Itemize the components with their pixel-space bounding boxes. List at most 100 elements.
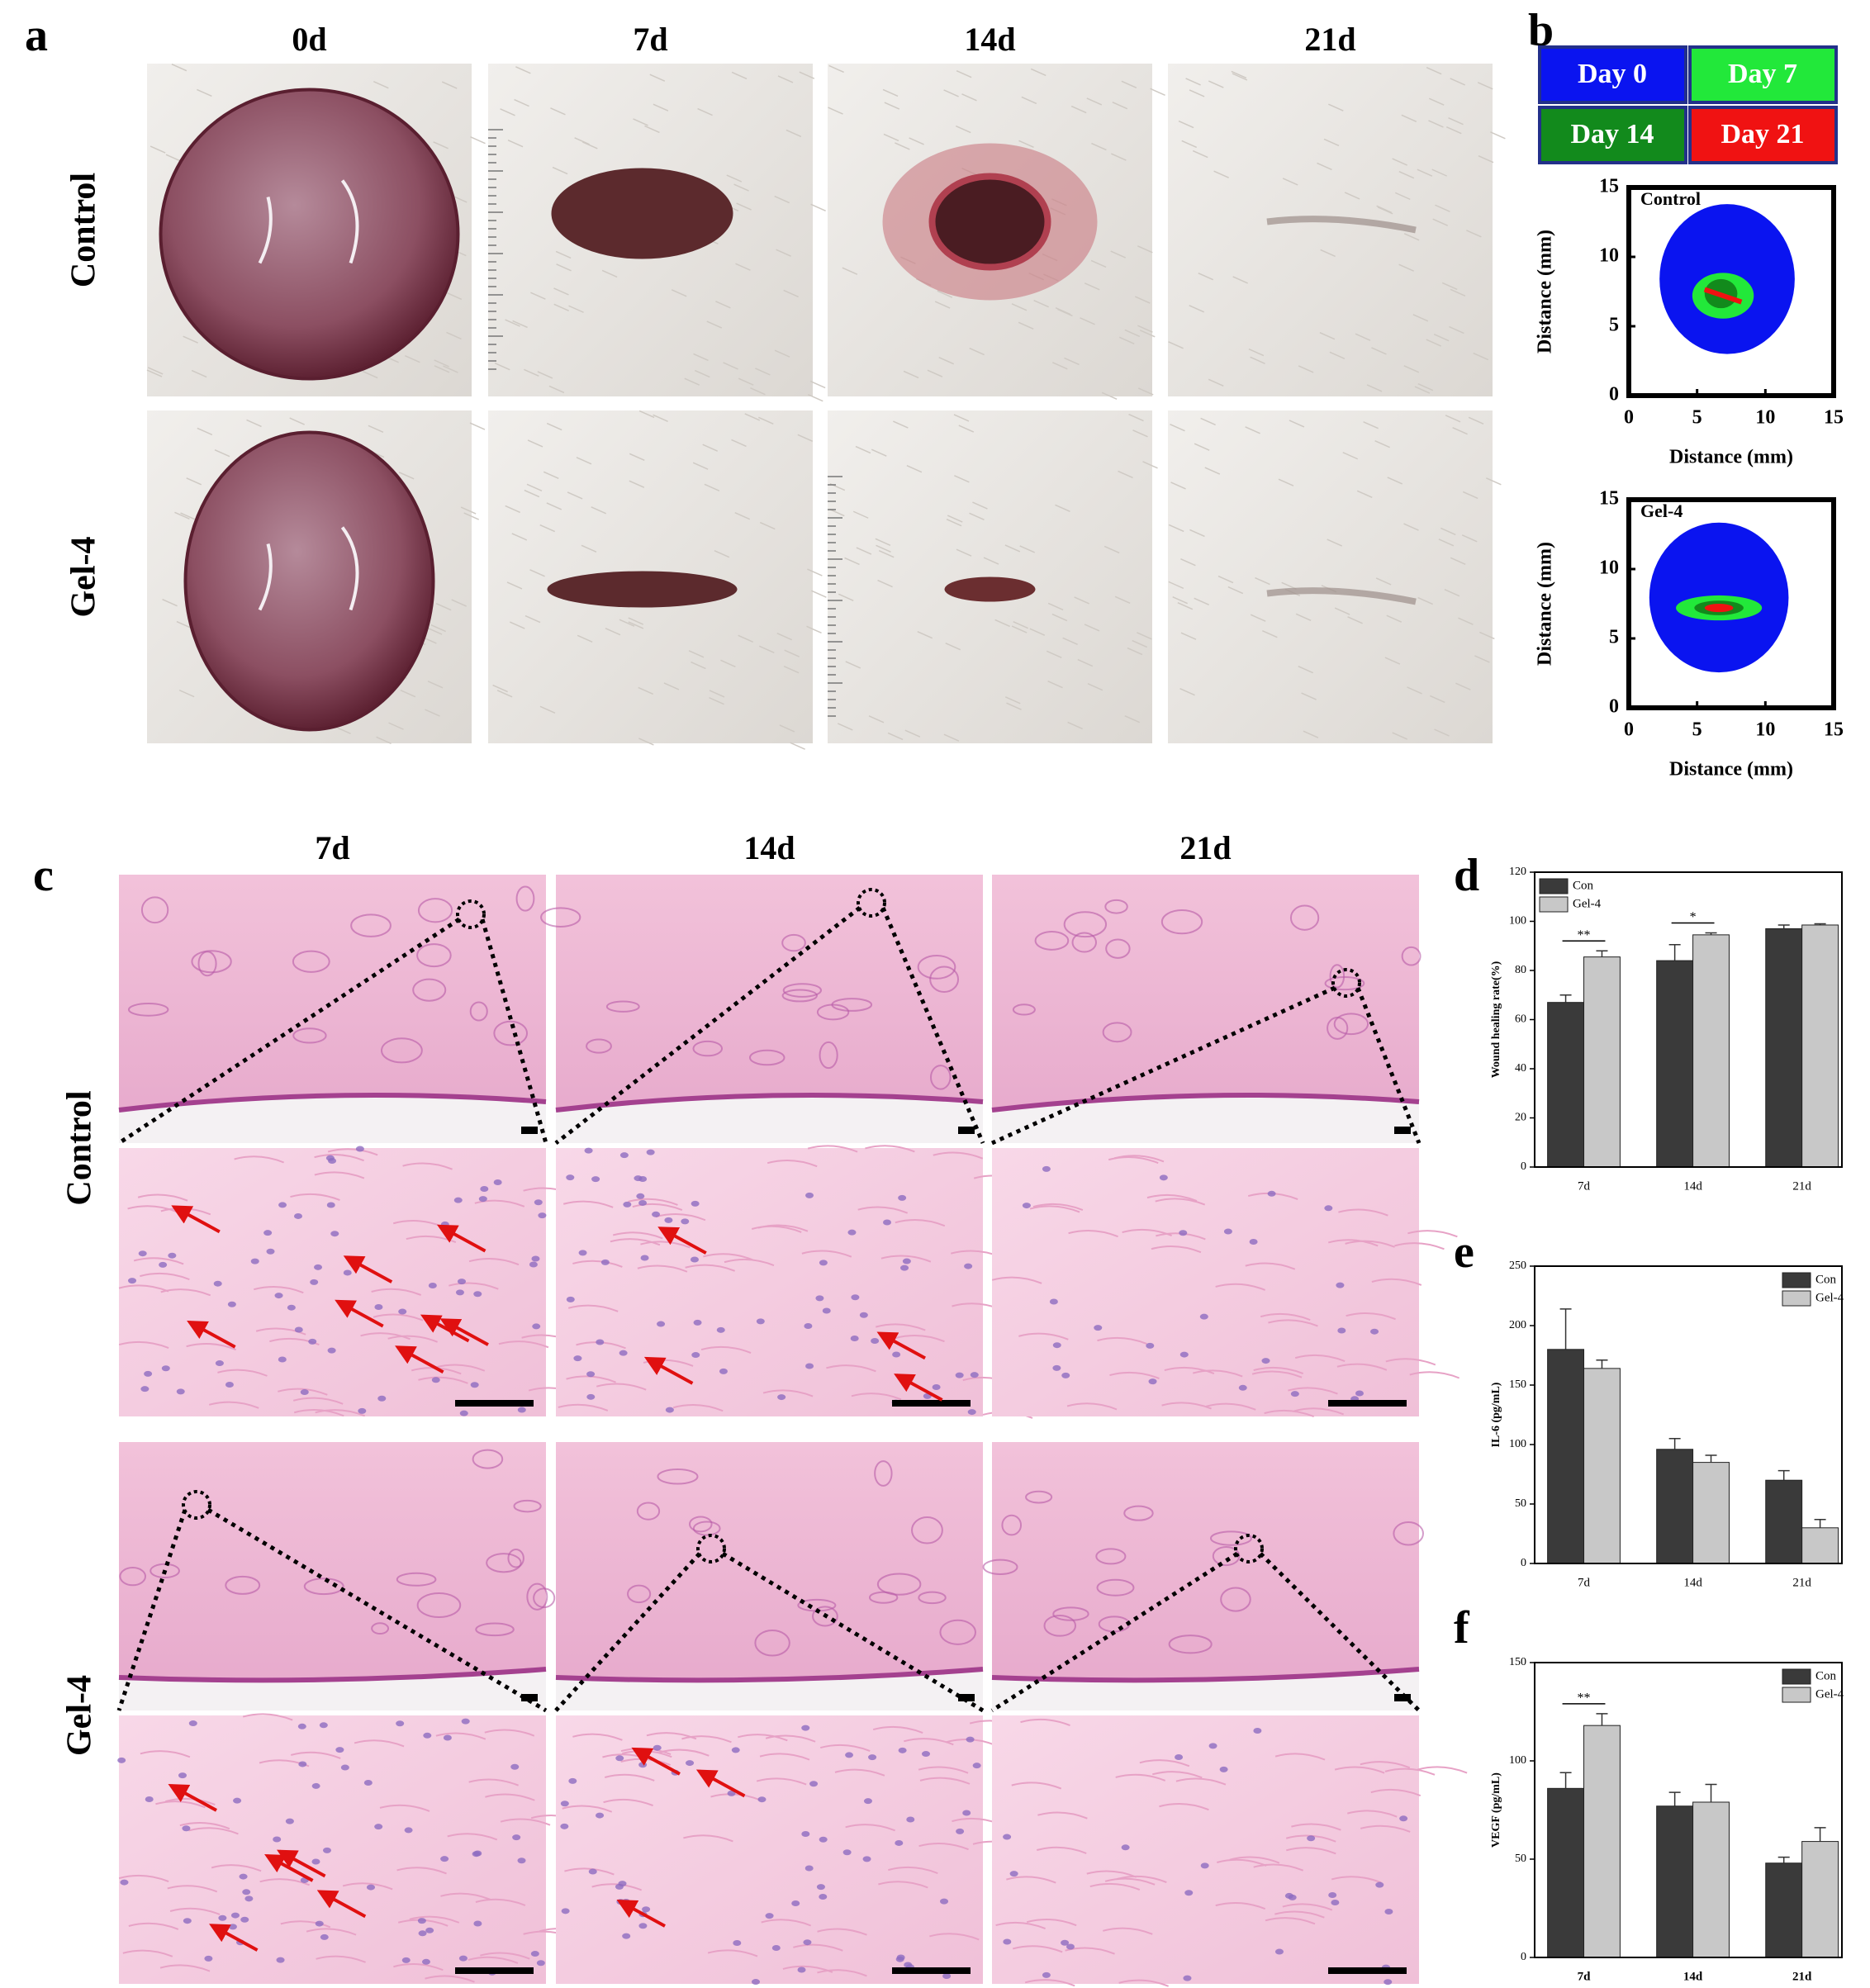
follicle — [816, 1003, 850, 1021]
photo — [488, 410, 827, 750]
fur-stroke — [759, 521, 776, 530]
nucleus — [425, 1927, 434, 1933]
fur-stroke — [405, 354, 420, 363]
follicle — [1102, 1022, 1132, 1043]
nucleus — [401, 1957, 411, 1963]
y-tick-label: 10 — [1599, 245, 1619, 267]
nucleus — [233, 1797, 242, 1804]
follicle — [636, 1502, 661, 1521]
nucleus — [757, 1796, 767, 1803]
nucleus — [898, 1194, 907, 1201]
fur-stroke — [1250, 356, 1265, 364]
nucleus — [510, 1763, 520, 1770]
collagen-fiber — [1274, 1910, 1325, 1919]
fur-stroke — [214, 448, 230, 458]
fur-stroke — [1320, 249, 1336, 258]
bar — [1765, 1862, 1803, 1958]
collagen-fiber — [280, 1920, 331, 1929]
fur-stroke — [969, 512, 985, 521]
fur-stroke — [553, 287, 569, 296]
histology-high — [992, 1148, 1419, 1416]
collagen-fiber — [316, 1955, 366, 1963]
nucleus — [266, 1248, 275, 1255]
collagen-fiber — [1151, 1245, 1202, 1254]
fur-stroke — [1118, 470, 1133, 479]
fur-stroke — [601, 269, 618, 278]
collagen-fiber — [306, 1928, 357, 1936]
nucleus — [330, 1231, 339, 1237]
nucleus — [1049, 1298, 1058, 1305]
collagen-fiber — [707, 1949, 758, 1957]
follicle — [1168, 1635, 1213, 1654]
error-bar — [1668, 944, 1681, 961]
red-arrow — [616, 1900, 666, 1928]
nucleus — [1375, 1881, 1384, 1888]
nucleus — [615, 1755, 624, 1762]
nucleus — [801, 1830, 810, 1837]
y-tick-label: 40 — [1515, 1062, 1526, 1075]
collagen-fiber — [435, 1732, 486, 1740]
collagen-fiber — [1286, 1847, 1336, 1855]
fur-stroke — [629, 480, 645, 488]
fur-stroke — [671, 289, 687, 297]
collagen-fiber — [564, 1867, 615, 1876]
y-tick-label: 60 — [1515, 1013, 1526, 1026]
epidermis-edge — [991, 1093, 1420, 1113]
photo — [488, 64, 826, 402]
x-tick-label: 15 — [1824, 407, 1844, 429]
nucleus — [458, 1955, 468, 1962]
nucleus — [584, 1147, 593, 1154]
collagen-fiber — [1192, 1369, 1243, 1378]
fur-stroke — [1478, 154, 1494, 164]
nucleus — [239, 1873, 248, 1880]
y-tick-label: 15 — [1599, 488, 1619, 510]
collagen-fiber — [1417, 1766, 1468, 1774]
y-tick-label: 100 — [1509, 1438, 1526, 1450]
collagen-fiber — [1288, 1387, 1338, 1395]
nucleus — [168, 1252, 177, 1259]
collagen-fiber — [1205, 1402, 1256, 1411]
collagen-fiber — [1089, 1882, 1141, 1891]
fur-stroke — [1006, 702, 1022, 710]
nucleus — [804, 1322, 813, 1329]
y-tick-label: 50 — [1515, 1853, 1526, 1865]
collagen-fiber — [1032, 1203, 1084, 1211]
nucleus — [1183, 1975, 1192, 1981]
collagen-fiber — [572, 1733, 623, 1741]
follicle — [782, 983, 823, 998]
fur-stroke — [714, 550, 730, 558]
collagen-fiber — [1215, 1283, 1266, 1291]
nucleus — [398, 1308, 407, 1315]
nucleus — [967, 1409, 976, 1416]
day21-trace — [1703, 287, 1743, 305]
column-header: 7d — [633, 21, 667, 58]
fur-stroke — [1433, 333, 1450, 342]
fur-stroke — [568, 305, 584, 313]
follicle — [939, 1619, 976, 1645]
collagen-fiber — [1345, 1240, 1395, 1248]
fur-stroke — [638, 738, 654, 746]
column-header: 14d — [964, 21, 1015, 58]
nucleus — [638, 1923, 648, 1929]
nucleus — [144, 1370, 153, 1377]
fur-stroke — [1479, 631, 1495, 640]
collagen-fiber — [895, 1335, 945, 1343]
collagen-fiber — [604, 1773, 655, 1782]
fur-stroke — [845, 661, 861, 669]
red-arrow — [187, 1320, 236, 1349]
fur-stroke — [961, 93, 977, 102]
nucleus — [1384, 1979, 1393, 1986]
nucleus — [586, 1371, 596, 1378]
fur-stroke — [500, 108, 515, 116]
collagen-fiber — [681, 1735, 732, 1744]
fur-stroke — [1450, 288, 1466, 297]
nucleus — [1022, 1203, 1031, 1209]
fur-stroke — [628, 621, 644, 629]
nucleus — [815, 1295, 824, 1302]
collagen-fiber — [393, 1963, 444, 1971]
fur-stroke — [430, 624, 447, 633]
bar — [1583, 1368, 1621, 1564]
collagen-fiber — [767, 1160, 818, 1168]
follicle — [515, 885, 535, 912]
collagen-fiber — [327, 1148, 378, 1156]
